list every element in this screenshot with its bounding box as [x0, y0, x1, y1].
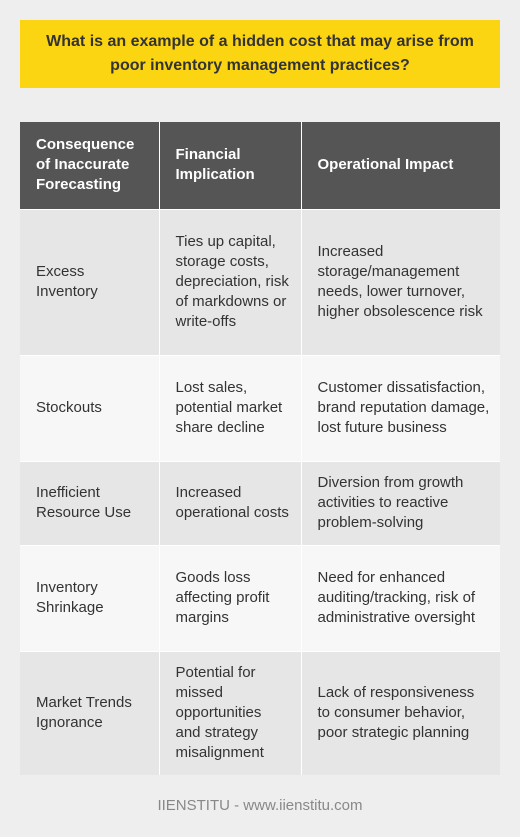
- cell-operational: Customer dissatisfaction, brand reputati…: [301, 354, 500, 461]
- table-row: Inventory Shrinkage Goods loss affecting…: [20, 544, 500, 651]
- question-title: What is an example of a hidden cost that…: [20, 20, 500, 88]
- table-row: Market Trends Ignorance Potential for mi…: [20, 650, 500, 775]
- comparison-table: Consequence of Inaccurate Forecasting Fi…: [20, 122, 500, 775]
- cell-consequence: Inefficient Resource Use: [20, 460, 160, 545]
- table-header-row: Consequence of Inaccurate Forecasting Fi…: [20, 122, 500, 209]
- cell-financial: Potential for missed opportunities and s…: [159, 650, 302, 775]
- table-row: Stockouts Lost sales, potential market s…: [20, 354, 500, 461]
- cell-financial: Lost sales, potential market share decli…: [159, 354, 302, 461]
- header-consequence: Consequence of Inaccurate Forecasting: [20, 122, 160, 209]
- footer-credit: IIENSTITU - www.iienstitu.com: [157, 797, 363, 814]
- cell-consequence: Stockouts: [20, 354, 160, 461]
- cell-consequence: Excess Inventory: [20, 208, 160, 355]
- cell-operational: Lack of responsiveness to consumer behav…: [301, 650, 500, 775]
- cell-financial: Ties up capital, storage costs, deprecia…: [159, 208, 302, 355]
- cell-operational: Need for enhanced auditing/tracking, ris…: [301, 544, 500, 651]
- cell-operational: Increased storage/management needs, lowe…: [301, 208, 500, 355]
- header-operational-impact: Operational Impact: [301, 122, 500, 209]
- cell-operational: Diversion from growth activities to reac…: [301, 460, 500, 545]
- cell-consequence: Inventory Shrinkage: [20, 544, 160, 651]
- cell-financial: Goods loss affecting profit margins: [159, 544, 302, 651]
- cell-consequence: Market Trends Ignorance: [20, 650, 160, 775]
- table-row: Inefficient Resource Use Increased opera…: [20, 460, 500, 545]
- header-financial-implication: Financial Implication: [159, 122, 302, 209]
- table-row: Excess Inventory Ties up capital, storag…: [20, 208, 500, 355]
- cell-financial: Increased operational costs: [159, 460, 302, 545]
